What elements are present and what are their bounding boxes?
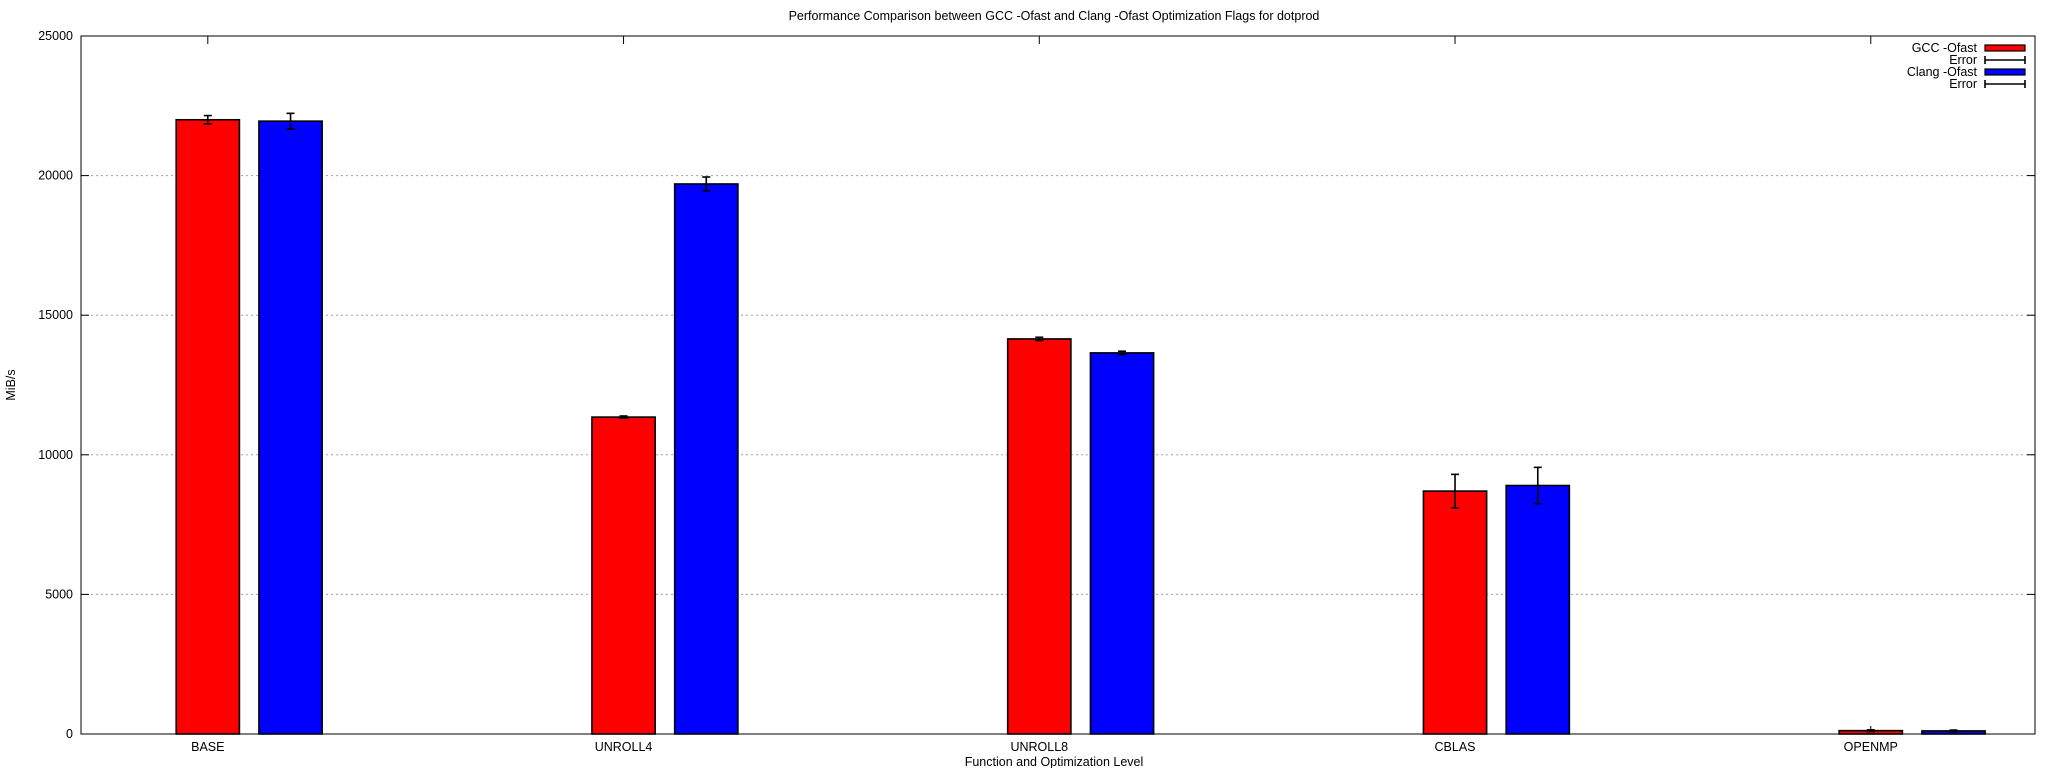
plot-frame [80,35,2036,735]
legend-label: Error [1949,77,1977,91]
legend-label: GCC -Ofast [1912,41,1978,55]
legend-label: Error [1949,53,1977,67]
x-tick-label: CBLAS [1435,740,1476,754]
y-tick-label: 5000 [45,587,73,601]
legend-swatch [1984,44,2026,52]
bar-gcc-base [175,118,241,735]
bars-layer [175,118,1986,735]
y-tick-label: 25000 [38,29,73,43]
legend-swatch [1984,68,2026,76]
bar-gcc-unroll8 [1006,338,1072,735]
x-tick-label: BASE [191,740,224,754]
bar-clang-cblas [1505,484,1571,735]
bar-clang-unroll4 [673,183,739,735]
legend-label: Clang -Ofast [1907,65,1978,79]
x-tick-label: OPENMP [1844,740,1898,754]
bar-gcc-cblas [1422,490,1488,735]
bar-gcc-unroll4 [591,416,656,735]
error-bars-layer [203,112,1958,733]
x-axis-label: Function and Optimization Level [965,755,1144,768]
y-tick-label: 20000 [38,169,73,183]
x-axis: BASE UNROLL4 UNROLL8 CBLAS OPENMP [191,36,1898,754]
y-tick-label: 15000 [38,308,73,322]
chart-title: Performance Comparison between GCC -Ofas… [789,9,1320,23]
y-axis-label: MiB/s [4,369,18,400]
bar-clang-unroll8 [1089,352,1155,735]
y-axis: 0 5000 10000 15000 20000 25000 [38,29,2035,741]
y-tick-label: 0 [66,727,73,741]
y-tick-label: 10000 [38,448,73,462]
bar-clang-base [258,120,323,735]
x-tick-label: UNROLL8 [1010,740,1068,754]
x-tick-label: UNROLL4 [595,740,653,754]
